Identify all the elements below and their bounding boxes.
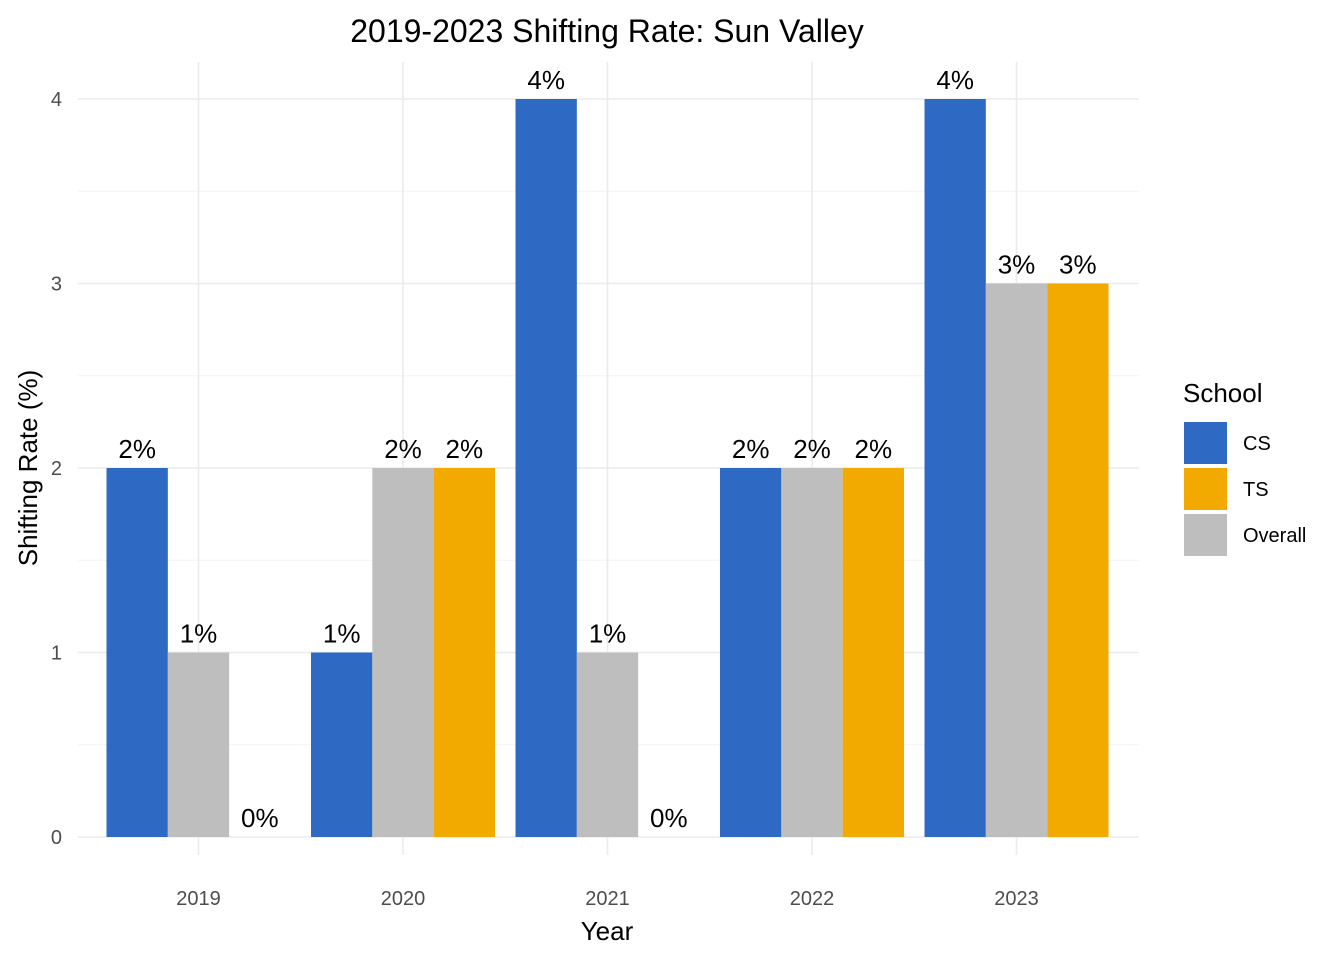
bar-overall-2021 <box>576 652 639 837</box>
data-label-overall-2021: 1% <box>589 619 627 649</box>
data-label-overall-2020: 2% <box>384 434 422 464</box>
bar-overall-2019 <box>167 652 230 837</box>
legend-key-ts <box>1184 468 1227 510</box>
y-tick-label: 2 <box>51 458 62 480</box>
y-axis-title: Shifting Rate (%) <box>13 370 43 567</box>
x-axis-ticks: 2019 2020 2021 2022 2023 <box>176 888 1039 910</box>
data-label-ts-2023: 3% <box>1059 250 1097 280</box>
data-label-ts-2019: 0% <box>241 803 279 833</box>
x-tick-label: 2021 <box>585 888 630 910</box>
x-tick-label: 2019 <box>176 888 221 910</box>
y-axis-ticks: 0 1 2 3 4 <box>51 89 62 849</box>
y-tick-label: 0 <box>51 827 62 849</box>
data-label-cs-2022: 2% <box>732 434 770 464</box>
legend-label-cs: CS <box>1243 433 1271 455</box>
data-label-cs-2020: 1% <box>323 619 361 649</box>
data-label-cs-2023: 4% <box>936 65 974 95</box>
legend-title: School <box>1183 378 1263 408</box>
bar-cs-2022 <box>720 468 782 837</box>
bar-overall-2023 <box>985 283 1048 837</box>
bar-cs-2020 <box>311 652 373 837</box>
x-tick-label: 2020 <box>381 888 426 910</box>
y-tick-label: 4 <box>51 89 62 111</box>
legend-key-overall <box>1184 514 1227 556</box>
data-labels: 2% 1% 0% 1% 2% 2% 4% 1% 0% 2% 2% 2% 4% 3% 3% <box>118 65 1096 833</box>
bars <box>106 99 1109 837</box>
data-label-overall-2019: 1% <box>180 619 218 649</box>
bar-ts-2020 <box>433 468 495 837</box>
data-label-ts-2021: 0% <box>650 803 688 833</box>
bar-cs-2023 <box>924 99 986 837</box>
y-tick-label: 1 <box>51 643 62 665</box>
data-label-ts-2020: 2% <box>446 434 484 464</box>
data-label-overall-2022: 2% <box>793 434 831 464</box>
x-tick-label: 2022 <box>790 888 835 910</box>
chart-title: 2019-2023 Shifting Rate: Sun Valley <box>350 13 864 49</box>
legend-label-overall: Overall <box>1243 525 1306 547</box>
bar-overall-2022 <box>781 468 843 837</box>
data-label-cs-2021: 4% <box>527 65 565 95</box>
data-label-overall-2023: 3% <box>998 250 1036 280</box>
bar-cs-2021 <box>515 99 577 837</box>
legend-label-ts: TS <box>1243 479 1269 501</box>
data-label-ts-2022: 2% <box>855 434 893 464</box>
y-tick-label: 3 <box>51 274 62 296</box>
x-tick-label: 2023 <box>994 888 1039 910</box>
bar-ts-2023 <box>1047 283 1109 837</box>
data-label-cs-2019: 2% <box>118 434 156 464</box>
legend-key-cs <box>1184 422 1227 464</box>
bar-overall-2020 <box>372 468 434 837</box>
bar-cs-2019 <box>106 468 168 837</box>
legend: School CS TS Overall <box>1183 378 1306 556</box>
x-axis-title: Year <box>581 916 634 946</box>
bar-ts-2022 <box>842 468 904 837</box>
